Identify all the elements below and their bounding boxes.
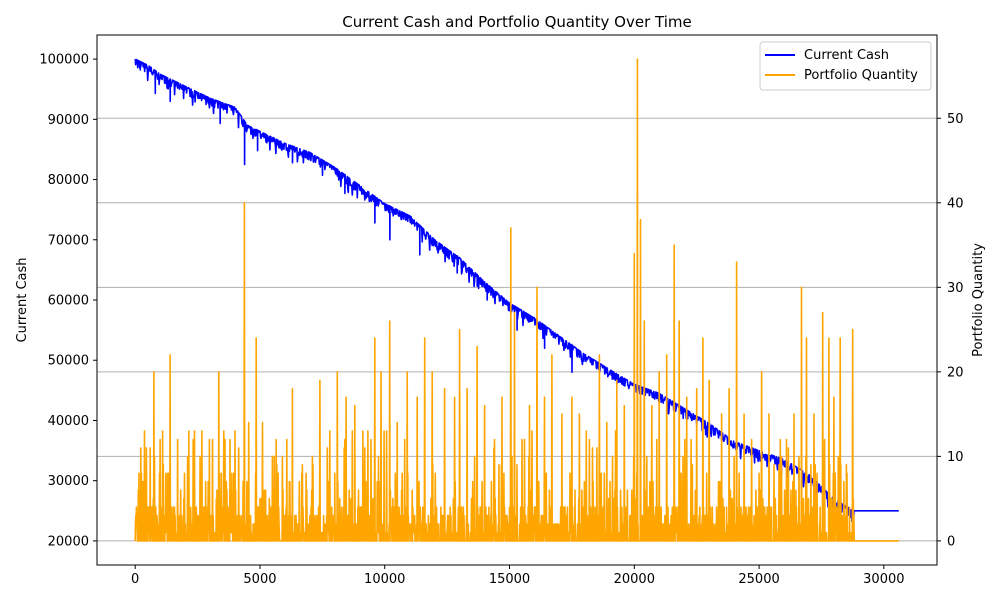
series-layer — [134, 58, 899, 542]
axes: 0 5000 10000 15000 20000 25000 30000 20000 30000… — [39, 53, 963, 587]
y-left-tick-label: 40000 — [48, 414, 89, 429]
y-axis-right-label: Portfolio Quantity — [971, 243, 986, 357]
x-tick-label: 30000 — [863, 572, 904, 587]
y-left-tick-label: 60000 — [48, 294, 89, 309]
x-tick-label: 15000 — [489, 572, 530, 587]
legend-box — [759, 41, 932, 91]
y-left-tick-label: 90000 — [48, 113, 89, 128]
y-left-tick-label: 20000 — [48, 534, 89, 549]
y-right-tick-label: 30 — [947, 281, 964, 296]
y-left-tick-label: 70000 — [48, 233, 89, 248]
x-tick-label: 0 — [131, 572, 139, 587]
y-right-tick-label: 50 — [947, 112, 964, 127]
y-right-tick-label: 10 — [947, 450, 964, 465]
x-tick-label: 5000 — [243, 572, 276, 587]
chart-title: Current Cash and Portfolio Quantity Over… — [342, 13, 691, 31]
x-tick-label: 20000 — [614, 572, 655, 587]
series-line-current-cash — [134, 58, 899, 522]
y-left-tick-label: 100000 — [39, 53, 89, 68]
x-tick-label: 10000 — [364, 572, 405, 587]
y-right-tick-label: 40 — [947, 196, 964, 211]
x-tick-label: 25000 — [738, 572, 779, 587]
legend-label-portfolio-quantity: Portfolio Quantity — [804, 68, 918, 83]
legend: Current Cash Portfolio Quantity — [759, 41, 932, 91]
y-axis-left-label: Current Cash — [15, 257, 30, 342]
series-line-portfolio-quantity — [134, 58, 899, 542]
y-left-tick-label: 50000 — [48, 354, 89, 369]
y-right-tick-label: 0 — [947, 534, 955, 549]
y-right-tick-label: 20 — [947, 365, 964, 380]
y-left-tick-label: 80000 — [48, 173, 89, 188]
legend-label-current-cash: Current Cash — [804, 48, 889, 63]
y-left-tick-label: 30000 — [48, 474, 89, 489]
